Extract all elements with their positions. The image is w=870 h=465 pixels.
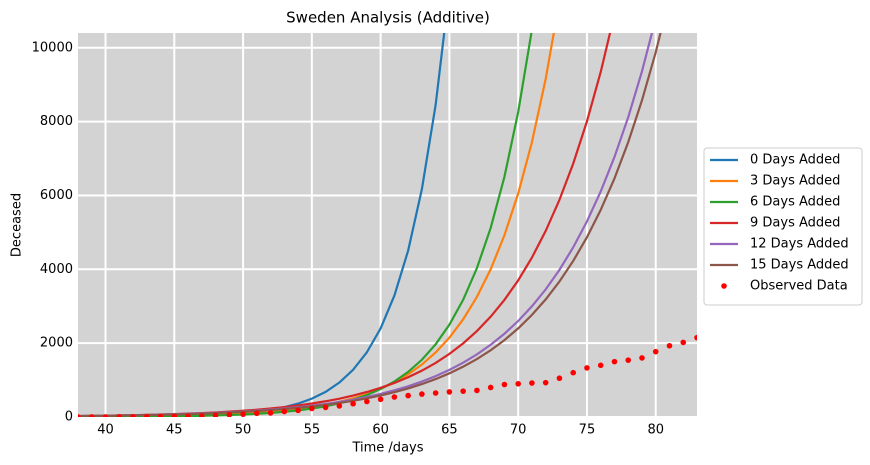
y-tick-label: 10000 <box>32 40 73 55</box>
legend-label: 3 Days Added <box>750 174 840 189</box>
data-point <box>295 407 301 414</box>
data-point <box>515 380 521 387</box>
x-tick-label: 65 <box>441 423 458 438</box>
data-point <box>143 413 150 417</box>
legend-label: 0 Days Added <box>750 153 840 168</box>
data-point <box>309 405 315 412</box>
y-tick-label: 2000 <box>40 336 73 351</box>
data-point <box>666 342 673 349</box>
series-line <box>78 33 533 417</box>
x-tick-label: 55 <box>304 423 321 438</box>
y-tick-label: 6000 <box>40 188 73 203</box>
data-point <box>102 414 109 417</box>
data-point <box>157 413 164 417</box>
data-point <box>171 413 178 417</box>
data-point <box>652 348 659 355</box>
data-point <box>694 334 697 341</box>
data-point <box>584 365 590 371</box>
data-point <box>556 375 563 382</box>
plot-background <box>78 33 697 417</box>
data-point <box>267 410 274 416</box>
legend-label: 15 Days Added <box>750 258 849 273</box>
x-axis-label: Time /days <box>351 441 423 456</box>
data-point <box>611 358 618 365</box>
data-point <box>226 411 233 417</box>
x-tick-label: 50 <box>235 423 252 438</box>
x-tick-label: 40 <box>97 423 114 438</box>
data-point <box>639 355 645 361</box>
data-point <box>529 380 535 386</box>
data-point <box>419 391 425 397</box>
legend-label: 9 Days Added <box>750 216 840 231</box>
legend-label: 12 Days Added <box>750 237 849 252</box>
x-tick-label: 75 <box>579 423 596 438</box>
data-point <box>597 362 604 369</box>
data-point <box>460 388 466 394</box>
data-point <box>364 398 370 405</box>
y-axis-label: Deceased <box>10 193 25 257</box>
data-point <box>185 413 191 417</box>
data-point <box>487 384 494 391</box>
data-point <box>432 390 439 396</box>
x-tick-label: 45 <box>166 423 183 438</box>
x-tick-label: 60 <box>372 423 389 438</box>
data-point <box>254 410 260 417</box>
legend-label: Observed Data <box>750 279 848 294</box>
data-point <box>336 403 343 409</box>
data-point <box>281 408 288 415</box>
data-point <box>88 414 95 417</box>
data-point <box>446 389 453 395</box>
data-point <box>474 387 480 394</box>
data-point <box>501 381 508 388</box>
data-point <box>212 412 219 417</box>
data-point <box>322 404 329 411</box>
data-point <box>240 411 246 417</box>
series-line <box>78 33 662 417</box>
y-tick-label: 4000 <box>40 262 73 277</box>
data-point <box>199 413 205 417</box>
data-point <box>391 394 398 400</box>
data-point <box>350 400 356 407</box>
data-point <box>130 413 136 417</box>
y-tick-label: 8000 <box>40 114 73 129</box>
data-point <box>377 396 384 403</box>
legend-box <box>703 147 863 306</box>
data-point <box>570 369 576 376</box>
legend-label: 6 Days Added <box>750 195 840 210</box>
data-point <box>625 357 632 363</box>
plot-area <box>78 33 697 417</box>
chart-title: Sweden Analysis (Additive) <box>286 9 490 27</box>
data-point <box>680 339 687 346</box>
y-tick-label: 0 <box>65 410 73 425</box>
data-point <box>405 392 411 399</box>
data-point <box>116 413 123 417</box>
x-tick-label: 70 <box>510 423 527 438</box>
legend-marker <box>721 283 727 289</box>
x-tick-label: 80 <box>647 423 664 438</box>
data-point <box>78 414 81 417</box>
data-point <box>542 379 549 386</box>
